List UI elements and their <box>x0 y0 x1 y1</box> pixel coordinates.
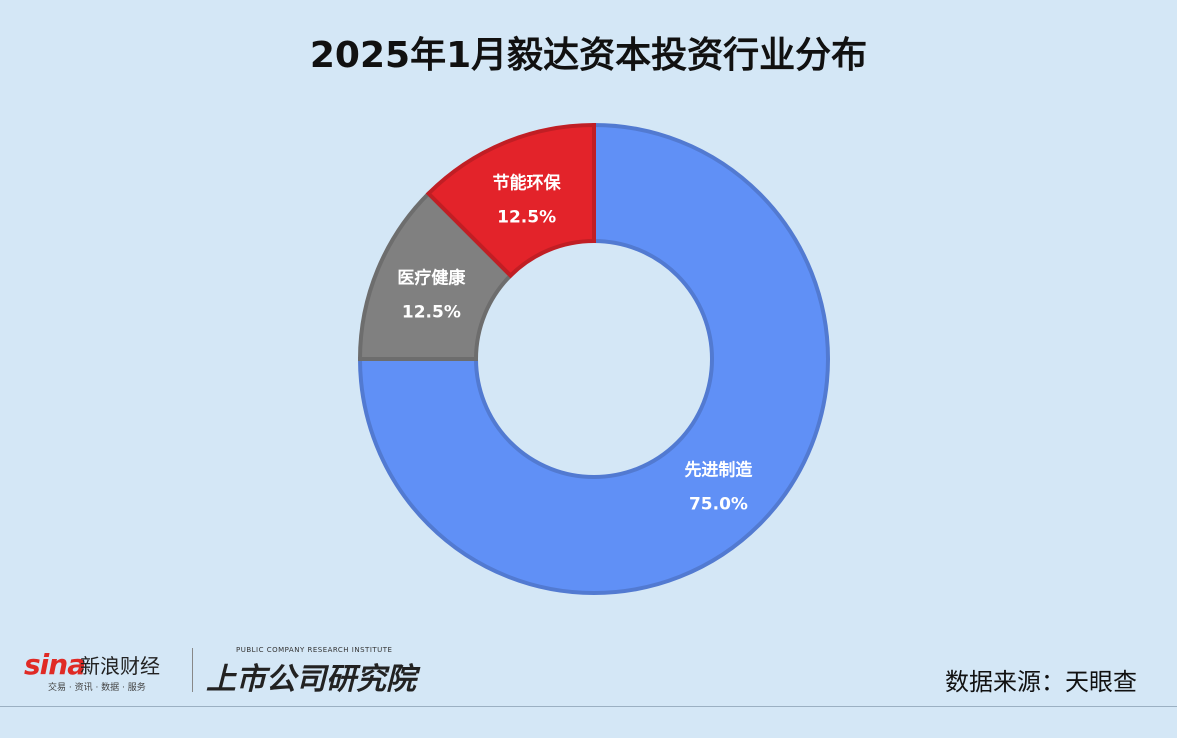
chart-title: 2025年1月毅达资本投资行业分布 <box>309 35 868 76</box>
logo-divider <box>192 648 193 692</box>
sina-logo-word: sina <box>24 648 86 681</box>
institute-logo-en: PUBLIC COMPANY RESEARCH INSTITUTE <box>236 646 393 654</box>
slice-0 <box>357 122 830 595</box>
slice-2 <box>425 122 596 279</box>
slice-label-0: 先进制造 <box>684 459 753 480</box>
slice-value-0: 75.0% <box>689 494 748 514</box>
footer-divider <box>0 706 1177 707</box>
sina-logo-tagline: 交易 · 资讯 · 数据 · 服务 <box>48 683 146 693</box>
slice-value-2: 12.5% <box>497 207 556 227</box>
slice-label-2: 节能环保 <box>493 172 562 193</box>
sina-logo-name: 新浪财经 <box>80 654 160 678</box>
data-source: 数据来源：天眼查 <box>945 668 1137 696</box>
slice-value-1: 12.5% <box>402 303 461 323</box>
institute-logo-cn: 上市公司研究院 <box>206 662 416 697</box>
slice-label-1: 医疗健康 <box>397 268 466 289</box>
